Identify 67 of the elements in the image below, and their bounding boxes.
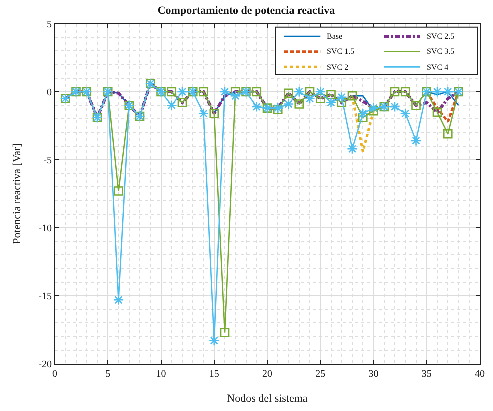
point	[400, 87, 410, 97]
point	[316, 94, 326, 104]
point	[210, 109, 220, 118]
point	[284, 88, 294, 98]
point	[369, 106, 378, 116]
point	[412, 100, 421, 110]
x-tick-label: 40	[475, 369, 485, 380]
point	[336, 92, 348, 103]
point	[432, 108, 442, 118]
point	[390, 102, 400, 112]
point	[337, 98, 347, 108]
y-tick-label: 5	[47, 20, 52, 30]
point	[220, 328, 230, 338]
point	[432, 86, 443, 98]
point	[347, 144, 358, 155]
point	[198, 108, 210, 120]
point	[368, 102, 380, 114]
point	[167, 87, 177, 97]
point	[252, 87, 262, 97]
y-tick-label: 0	[47, 88, 52, 98]
legend-label: SVC 2	[327, 63, 349, 72]
legend-label: SVC 4	[427, 63, 449, 72]
point	[348, 91, 358, 101]
point	[294, 100, 304, 109]
x-tick-label: 5	[106, 369, 111, 380]
point	[390, 87, 400, 97]
point	[442, 86, 454, 98]
point	[251, 102, 262, 112]
x-tick-label: 30	[368, 369, 379, 380]
x-tick-label: 25	[316, 369, 326, 380]
y-tick-label: -10	[38, 224, 52, 234]
y-tick-label: -5	[44, 156, 52, 166]
point	[283, 98, 294, 110]
point	[305, 87, 315, 97]
legend-label: SVC 2.5	[427, 32, 455, 41]
legend-label: SVC 1.5	[327, 47, 355, 56]
legend-label: Base	[327, 32, 343, 41]
point	[294, 86, 305, 98]
point	[326, 90, 336, 100]
point	[410, 136, 422, 146]
x-tick-label: 10	[156, 369, 166, 380]
point	[273, 105, 283, 114]
point	[166, 100, 178, 112]
point	[230, 90, 242, 102]
y-tick-label: -20	[38, 360, 52, 370]
point	[315, 86, 326, 98]
point	[114, 186, 124, 196]
point	[326, 97, 337, 108]
y-tick-label: -15	[38, 292, 52, 302]
point	[272, 102, 284, 114]
legend-label: SVC 3.5	[427, 47, 455, 56]
point	[177, 86, 188, 98]
point	[304, 93, 316, 104]
point	[199, 87, 208, 97]
point	[400, 108, 412, 120]
x-tick-label: 35	[422, 369, 432, 380]
x-tick-label: 20	[262, 369, 272, 380]
point	[208, 335, 220, 346]
point	[443, 130, 453, 139]
x-tick-label: 15	[209, 369, 220, 380]
point	[113, 294, 124, 306]
point	[220, 86, 230, 98]
point	[178, 98, 188, 108]
y-axis-title: Potencia reactiva [Var]	[11, 144, 24, 244]
chart-title: Comportamiento de potencia reactiva	[158, 4, 336, 17]
point	[358, 108, 369, 120]
x-axis-title: Nodos del sistema	[227, 393, 308, 406]
